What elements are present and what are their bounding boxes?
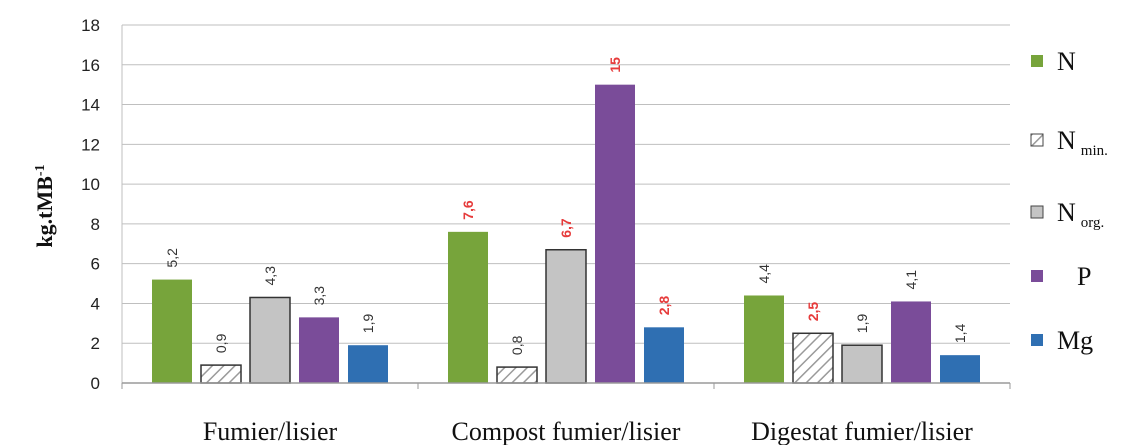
legend-item: P [1031, 262, 1091, 291]
y-axis-label: kg.tMB-1 [32, 164, 57, 247]
y-tick-label: 0 [91, 374, 100, 393]
y-axis: 0 2 4 6 8 10 12 14 16 18 [81, 16, 123, 393]
category-label: Compost fumier/lisier [452, 417, 681, 445]
data-label: 1,9 [360, 314, 376, 334]
legend-label: Mg [1057, 326, 1093, 355]
data-label: 1,9 [854, 314, 870, 334]
bar-n-org [841, 344, 883, 384]
bars [152, 84, 980, 384]
data-label: 0,8 [509, 335, 525, 355]
legend-swatch [1031, 270, 1043, 282]
legend: N N min. N org. P Mg [1030, 47, 1108, 355]
data-label: 2,8 [656, 296, 672, 316]
data-label: 2,5 [805, 302, 821, 322]
y-tick-label: 8 [91, 215, 100, 234]
bar-p [595, 84, 635, 384]
y-tick-label: 14 [81, 96, 100, 115]
y-tick-label: 12 [81, 135, 100, 154]
y-tick-label: 16 [81, 56, 100, 75]
data-labels: 5,2 0,9 4,3 3,3 1,9 7,6 0,8 6,7 15 2,8 4,4 2,5 1,9 4,… [164, 57, 968, 355]
bar-n [152, 279, 192, 383]
y-axis-label-superscript: -1 [33, 164, 48, 176]
bar-n-min [792, 332, 834, 384]
y-tick-label: 4 [91, 294, 100, 313]
bar-n [448, 231, 488, 383]
data-label: 5,2 [164, 248, 180, 268]
data-label: 4,4 [756, 264, 772, 284]
bar-n-min [200, 364, 242, 384]
data-label: 3,3 [311, 286, 327, 306]
category-label: Digestat fumier/lisier [751, 417, 973, 445]
legend-swatch [1030, 133, 1044, 147]
category-label: Fumier/lisier [203, 417, 338, 445]
bar-n-org [545, 248, 587, 384]
x-axis: Fumier/lisier Compost fumier/lisier Digest… [121, 382, 1011, 445]
y-axis-label-main: kg.tMB [32, 176, 57, 248]
y-tick-label: 18 [81, 16, 100, 35]
data-label: 4,1 [903, 270, 919, 290]
bar-n [744, 295, 784, 383]
data-label: 15 [607, 57, 623, 73]
data-label: 0,9 [213, 333, 229, 353]
bar-n-min [496, 366, 538, 384]
data-label: 7,6 [460, 200, 476, 220]
y-tick-label: 10 [81, 175, 100, 194]
legend-swatch [1031, 55, 1043, 67]
data-label: 4,3 [262, 266, 278, 286]
bar-p [299, 317, 339, 383]
y-tick-label: 2 [91, 334, 100, 353]
data-label: 1,4 [952, 323, 968, 343]
bar-p [891, 301, 931, 383]
data-label: 6,7 [558, 218, 574, 238]
legend-item: N [1031, 47, 1076, 76]
legend-item: Mg [1031, 326, 1093, 355]
bar-mg [644, 327, 684, 383]
bar-n-org [249, 296, 291, 384]
legend-swatch [1030, 205, 1044, 219]
legend-swatch [1031, 334, 1043, 346]
bar-mg [348, 345, 388, 383]
bar-mg [940, 355, 980, 383]
legend-label: P [1077, 262, 1091, 291]
y-tick-label: 6 [91, 255, 100, 274]
legend-label: N [1057, 47, 1076, 76]
